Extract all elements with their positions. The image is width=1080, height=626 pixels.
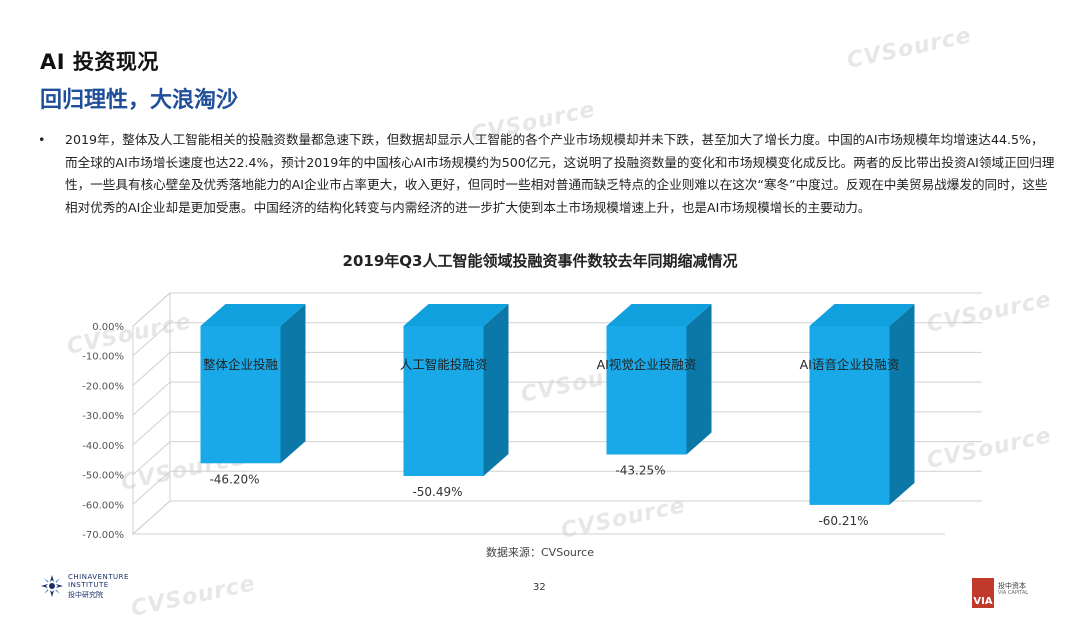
bar-side xyxy=(889,304,915,505)
chinaventure-mark-icon xyxy=(41,575,63,597)
bar-side xyxy=(686,304,712,455)
y-tick-label: -70.00% xyxy=(82,530,124,541)
page-number: 32 xyxy=(533,582,546,593)
y-tick-label: -60.00% xyxy=(82,500,124,511)
data-label: -43.25% xyxy=(615,464,665,478)
logo-text-line2: INSTITUTE xyxy=(68,581,109,589)
bar xyxy=(809,326,890,505)
chart-side-wall xyxy=(132,291,171,536)
category-label: 整体企业投融 xyxy=(203,357,279,372)
bar xyxy=(606,326,687,455)
bar-chart: 0.00% -10.00% -20.00% -30.00% -40.00% -50.00%… xyxy=(82,291,982,541)
category-label: AI语音企业投融资 xyxy=(800,357,900,372)
via-text-line1: 投中资本 xyxy=(998,582,1026,590)
via-mark: VIA xyxy=(972,578,994,608)
bar xyxy=(403,326,484,477)
bullet-marker: • xyxy=(38,132,46,147)
bar-top xyxy=(403,304,509,326)
via-text-line2: VIA CAPITAL xyxy=(998,590,1029,596)
data-label: -46.20% xyxy=(209,472,259,486)
paragraph-text: 2019年，整体及人工智能相关的投融资数量都急速下跌，但数据却显示人工智能的各个… xyxy=(65,132,1055,215)
category-label: AI视觉企业投融资 xyxy=(597,357,697,372)
bar xyxy=(200,326,281,464)
category-label: 人工智能投融资 xyxy=(400,357,488,372)
y-tick-label: -40.00% xyxy=(82,441,124,452)
page-title: AI 投资现况 xyxy=(40,50,159,74)
data-source: 数据来源：CVSource xyxy=(486,546,594,559)
gridline xyxy=(132,470,982,505)
via-capital-logo: VIA 投中资本 VIA CAPITAL xyxy=(972,578,1060,608)
bar-top xyxy=(200,304,306,326)
logo-text-line1: CHINAVENTURE xyxy=(68,573,129,581)
data-label: -50.49% xyxy=(412,485,462,499)
chart-title: 2019年Q3人工智能领域投融资事件数较去年同期缩减情况 xyxy=(342,252,738,270)
y-tick-label: -30.00% xyxy=(82,411,124,422)
bar-top xyxy=(809,304,915,326)
bar-top xyxy=(606,304,712,326)
gridline xyxy=(132,441,982,475)
y-tick-label: -10.00% xyxy=(82,352,124,363)
logo-text-line3: 投中研究院 xyxy=(68,591,103,599)
y-tick-label: -20.00% xyxy=(82,381,124,392)
y-tick-label: 0.00% xyxy=(92,322,124,333)
gridline xyxy=(132,292,982,327)
page-subtitle: 回归理性，大浪淘沙 xyxy=(40,88,239,113)
y-tick-label: -50.00% xyxy=(82,471,124,482)
gridline xyxy=(132,500,982,535)
data-label: -60.21% xyxy=(818,514,868,528)
bar-side xyxy=(483,304,509,477)
bar-side xyxy=(280,304,306,464)
chinaventure-logo: CHINAVENTURE INSTITUTE 投中研究院 xyxy=(40,572,150,602)
